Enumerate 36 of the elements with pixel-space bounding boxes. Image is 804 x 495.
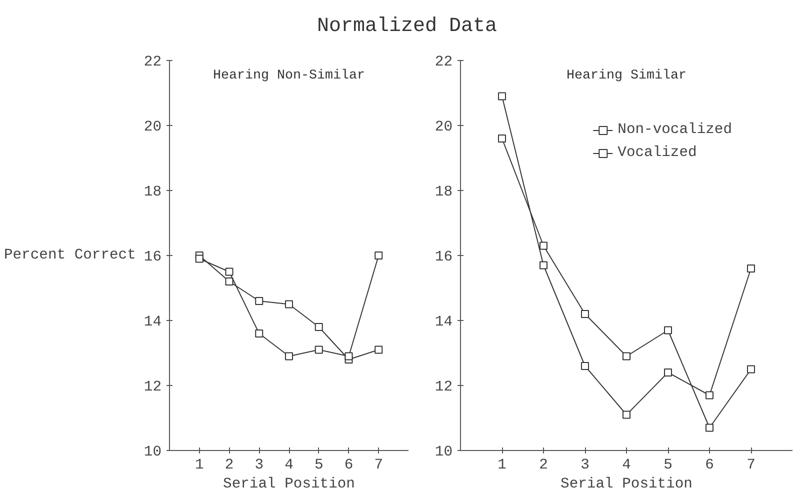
x-tick-label: 7 [374, 458, 384, 474]
text: Hearing Non-Similar [213, 68, 365, 84]
y-tick-label: 10 [434, 444, 453, 460]
y-tick-label: 22 [144, 54, 162, 70]
y-tick-label: 12 [434, 380, 453, 396]
x-tick-label: 5 [664, 458, 672, 474]
x-tick-label: 2 [224, 458, 234, 474]
x-tick-label: 4 [622, 458, 632, 474]
x-tick-label: 6 [344, 458, 354, 474]
x-tick-label: 1 [498, 458, 507, 474]
x-axis-title: Serial Position [560, 476, 692, 492]
x-tick-label: 3 [580, 458, 590, 474]
x-tick-label: 2 [539, 458, 548, 474]
x-tick-label: 1 [194, 458, 204, 474]
y-tick-label: 20 [144, 120, 162, 136]
y-tick-label: 12 [144, 380, 162, 396]
x-tick-label: 3 [254, 458, 264, 474]
x-tick-label: 5 [314, 458, 324, 474]
y-tick-label: 18 [144, 184, 162, 200]
legend-label: Non-vocalized [618, 122, 732, 138]
y-tick-label: 10 [144, 444, 162, 460]
legend-label: Vocalized [618, 145, 697, 161]
text: Hearing Similar [566, 68, 686, 84]
y-tick-label: 20 [434, 120, 453, 136]
x-axis-title: Serial Position [223, 476, 355, 492]
y-axis-title: Percent Correct [4, 248, 136, 264]
chart-title: Normalized Data [316, 14, 498, 40]
y-tick-label: 16 [434, 250, 453, 266]
y-tick-label: 16 [144, 250, 162, 266]
y-tick-label: 22 [434, 54, 453, 70]
y-tick-label: 18 [434, 184, 453, 200]
x-tick-label: 4 [284, 458, 294, 474]
y-tick-label: 14 [434, 314, 453, 330]
x-tick-label: 7 [746, 458, 756, 474]
y-tick-label: 14 [144, 314, 162, 330]
x-tick-label: 6 [705, 458, 714, 474]
